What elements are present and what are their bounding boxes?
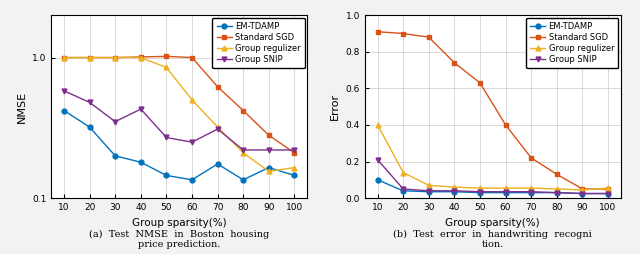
Standard SGD <box>86 56 93 59</box>
Group regulizer <box>60 56 68 59</box>
Group SNIP <box>527 190 535 193</box>
EM-TDAMP <box>214 163 221 166</box>
Group SNIP <box>425 189 433 192</box>
EM-TDAMP <box>451 190 458 193</box>
Group SNIP <box>137 107 145 110</box>
Y-axis label: Error: Error <box>330 93 340 120</box>
EM-TDAMP <box>239 178 247 181</box>
EM-TDAMP <box>425 190 433 193</box>
Group SNIP <box>60 89 68 92</box>
Text: (a)  Test  NMSE  in  Boston  housing
price prediction.: (a) Test NMSE in Boston housing price pr… <box>89 229 269 249</box>
Group SNIP <box>214 128 221 131</box>
Standard SGD <box>60 56 68 59</box>
EM-TDAMP <box>604 192 612 195</box>
Line: Group SNIP: Group SNIP <box>61 88 297 152</box>
EM-TDAMP <box>188 178 196 181</box>
Group regulizer <box>163 66 170 69</box>
Standard SGD <box>239 109 247 112</box>
EM-TDAMP <box>374 178 381 181</box>
EM-TDAMP <box>579 192 586 195</box>
EM-TDAMP <box>553 191 561 194</box>
EM-TDAMP <box>399 189 407 192</box>
Group SNIP <box>476 190 484 193</box>
Standard SGD <box>553 173 561 176</box>
Legend: EM-TDAMP, Standard SGD, Group regulizer, Group SNIP: EM-TDAMP, Standard SGD, Group regulizer,… <box>212 18 305 68</box>
Group regulizer <box>137 56 145 59</box>
Group SNIP <box>451 189 458 192</box>
Standard SGD <box>265 134 273 137</box>
Group regulizer <box>399 171 407 174</box>
Line: Group regulizer: Group regulizer <box>61 55 297 174</box>
Group SNIP <box>553 191 561 194</box>
Group regulizer <box>291 166 298 169</box>
Group SNIP <box>291 149 298 152</box>
Standard SGD <box>291 151 298 154</box>
Group SNIP <box>265 149 273 152</box>
Group regulizer <box>579 188 586 192</box>
Group SNIP <box>239 149 247 152</box>
Group regulizer <box>476 186 484 189</box>
Group regulizer <box>188 98 196 101</box>
Line: EM-TDAMP: EM-TDAMP <box>61 108 297 182</box>
Group regulizer <box>425 184 433 187</box>
Line: Group SNIP: Group SNIP <box>375 157 611 196</box>
Group SNIP <box>579 192 586 195</box>
Group SNIP <box>502 190 509 193</box>
Y-axis label: NMSE: NMSE <box>17 91 26 123</box>
Line: EM-TDAMP: EM-TDAMP <box>375 177 611 196</box>
Line: Standard SGD: Standard SGD <box>375 29 611 192</box>
Standard SGD <box>476 81 484 84</box>
Group regulizer <box>604 186 612 189</box>
Group SNIP <box>86 101 93 104</box>
Standard SGD <box>451 61 458 64</box>
Group regulizer <box>374 123 381 126</box>
EM-TDAMP <box>137 161 145 164</box>
EM-TDAMP <box>476 191 484 194</box>
Standard SGD <box>527 156 535 160</box>
Group regulizer <box>553 187 561 190</box>
X-axis label: Group sparsity(%): Group sparsity(%) <box>132 217 227 228</box>
EM-TDAMP <box>291 174 298 177</box>
Standard SGD <box>502 123 509 126</box>
Standard SGD <box>425 36 433 39</box>
Legend: EM-TDAMP, Standard SGD, Group regulizer, Group SNIP: EM-TDAMP, Standard SGD, Group regulizer,… <box>526 18 618 68</box>
Standard SGD <box>111 56 119 59</box>
Group regulizer <box>111 56 119 59</box>
EM-TDAMP <box>60 109 68 112</box>
EM-TDAMP <box>111 154 119 157</box>
Group regulizer <box>502 186 509 189</box>
Group regulizer <box>265 170 273 173</box>
EM-TDAMP <box>502 191 509 194</box>
Standard SGD <box>579 187 586 190</box>
EM-TDAMP <box>527 191 535 194</box>
Group SNIP <box>399 187 407 190</box>
Group SNIP <box>604 192 612 195</box>
Standard SGD <box>137 55 145 58</box>
Group regulizer <box>239 151 247 154</box>
Line: Group regulizer: Group regulizer <box>375 122 611 192</box>
Group SNIP <box>188 141 196 144</box>
X-axis label: Group sparsity(%): Group sparsity(%) <box>445 217 540 228</box>
Standard SGD <box>604 187 612 190</box>
Group regulizer <box>527 186 535 189</box>
EM-TDAMP <box>163 174 170 177</box>
Standard SGD <box>188 56 196 59</box>
Group regulizer <box>214 125 221 129</box>
Line: Standard SGD: Standard SGD <box>61 54 297 155</box>
Text: (b)  Test  error  in  handwriting  recogni
tion.: (b) Test error in handwriting recogni ti… <box>394 229 592 249</box>
Standard SGD <box>214 85 221 88</box>
Group SNIP <box>374 158 381 161</box>
Group regulizer <box>451 186 458 189</box>
EM-TDAMP <box>265 166 273 169</box>
Standard SGD <box>163 55 170 58</box>
Standard SGD <box>374 30 381 33</box>
EM-TDAMP <box>86 125 93 129</box>
Group SNIP <box>111 120 119 123</box>
Group SNIP <box>163 136 170 139</box>
Standard SGD <box>399 32 407 35</box>
Group regulizer <box>86 56 93 59</box>
